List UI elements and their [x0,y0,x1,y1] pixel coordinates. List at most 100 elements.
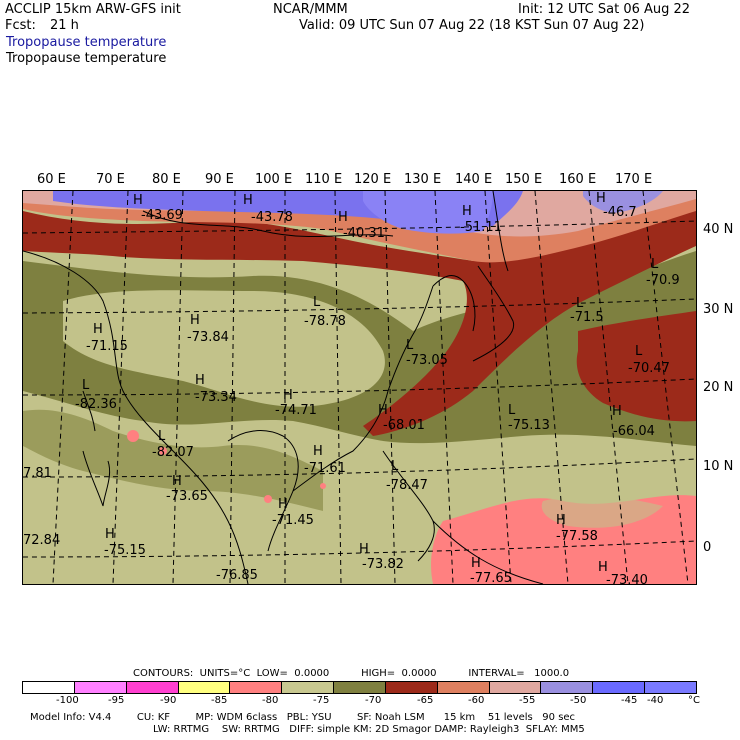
extremum-value: -78.78 [304,314,346,329]
extremum-value: 7.81 [23,466,52,481]
lat-label: 20 N [703,380,734,395]
contours-info: CONTOURS: UNITS=°C LOW= 0.0000 HIGH= 0.0… [133,668,570,679]
extremum-marker: H [612,404,622,419]
extremum-marker: H [278,497,288,512]
color-swatch [230,682,283,693]
extremum-marker: H [93,322,103,337]
color-swatch [593,682,646,693]
extremum-value: -71.61 [304,461,346,476]
model-title: ACCLIP 15km ARW-GFS init [5,2,181,17]
extremum-marker: H [195,373,205,388]
map-panel [22,190,697,585]
extremum-value: -68.01 [383,418,425,433]
extremum-value: -70.9 [646,273,680,288]
lon-label: 150 E [505,172,543,187]
colorbar-tick: -65 [417,695,434,706]
lon-label: 140 E [455,172,493,187]
extremum-value: -51.11 [460,220,502,235]
extremum-value: -78.47 [386,478,428,493]
lat-label: 0 [703,540,712,555]
field-title-2: Tropopause temperature [6,51,167,66]
color-swatch [178,682,231,693]
colorbar-tick: -40 [647,695,664,706]
extremum-value: -77.58 [556,529,598,544]
extremum-value: 72.84 [23,533,61,548]
extremum-value: -73.82 [362,557,404,572]
lon-label: 110 E [305,172,343,187]
tropopause-temperature-field [23,191,696,584]
init-time: Init: 12 UTC Sat 06 Aug 22 [518,2,691,17]
extremum-value: -82.36 [75,397,117,412]
extremum-marker: H [243,193,253,208]
colorbar-tick: -60 [468,695,485,706]
color-swatch [74,682,127,693]
lon-label: 120 E [354,172,392,187]
lon-label: 60 E [37,172,66,187]
extremum-value: -73.34 [195,390,237,405]
extremum-marker: H [359,542,369,557]
extremum-marker: L [406,338,414,353]
extremum-value: -75.13 [508,418,550,433]
lat-label: 40 N [703,222,734,237]
color-swatch [334,682,386,693]
lon-label: 170 E [615,172,653,187]
extremum-marker: H [338,210,348,225]
lon-label: 80 E [152,172,181,187]
lon-label: 70 E [96,172,125,187]
extremum-marker: H [105,527,115,542]
color-swatch [645,682,696,693]
extremum-marker: L [391,459,399,474]
extremum-marker: L [635,344,643,359]
extremum-marker: L [158,429,166,444]
lon-label: 100 E [255,172,293,187]
extremum-value: -71.45 [272,513,314,528]
colorbar-tick: -50 [570,695,587,706]
extremum-value: -82.07 [152,445,194,460]
colorbar-tick: -45 [621,695,638,706]
color-swatch [126,682,179,693]
extremum-marker: H [190,313,200,328]
lon-label: 90 E [205,172,234,187]
organization: NCAR/MMM [273,2,348,17]
extremum-value: -66.04 [613,424,655,439]
colorbar-tick: -100 [56,695,79,706]
model-info-line1: Model Info: V4.4 CU: KF MP: WDM 6class P… [30,712,576,723]
extremum-marker: H [133,193,143,208]
colorbar-tick: -70 [365,695,382,706]
extremum-value: -71.5 [570,310,604,325]
color-swatch [385,682,438,693]
extremum-value: -46.7 [603,205,637,220]
extremum-marker: H [462,204,472,219]
colorbar-tick: -90 [160,695,177,706]
extremum-marker: L [313,295,321,310]
forecast-hour: 21 h [50,18,79,33]
extremum-value: -74.71 [275,403,317,418]
extremum-value: -71.15 [86,339,128,354]
model-info-line2: LW: RRTMG SW: RRTMG DIFF: simple KM: 2D … [153,724,585,735]
extremum-marker: L [508,403,516,418]
colorbar-tick: -95 [108,695,125,706]
extremum-marker: L [82,378,90,393]
extremum-marker: H [598,560,608,575]
lat-label: 30 N [703,302,734,317]
field-title-1: Tropopause temperature [6,35,167,50]
extremum-value: -77.65 [470,571,512,586]
extremum-value: -73.65 [166,489,208,504]
lon-label: 130 E [404,172,442,187]
colorbar-tick: -85 [211,695,228,706]
extremum-value: -43.78 [251,210,293,225]
lat-label: 10 N [703,459,734,474]
forecast-label: Fcst: [5,18,36,33]
extremum-value: -73.05 [406,353,448,368]
color-swatch [489,682,542,693]
extremum-marker: H [313,444,323,459]
extremum-value: -73.40 [606,573,648,588]
extremum-value: -70.47 [628,361,670,376]
extremum-value: -75.15 [104,543,146,558]
extremum-marker: H [378,403,388,418]
color-swatch [437,682,490,693]
colorbar-tick: -80 [262,695,279,706]
extremum-marker: H [596,191,606,206]
extremum-marker: H [283,388,293,403]
colorbar-tick: -75 [313,695,330,706]
